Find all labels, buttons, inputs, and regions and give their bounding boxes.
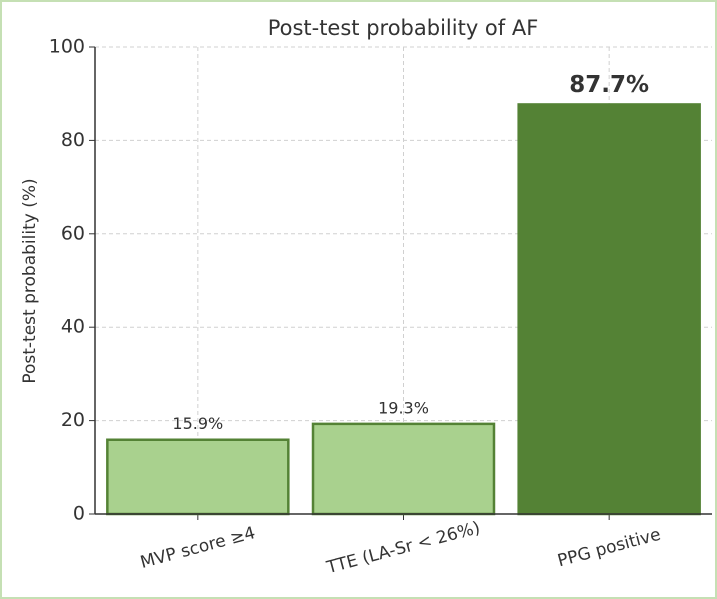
value-label: 19.3% <box>378 398 429 417</box>
y-tick-label: 100 <box>49 36 85 58</box>
y-tick-label: 40 <box>61 316 85 338</box>
value-label: 15.9% <box>172 414 223 433</box>
y-axis-label: Post-test probability (%) <box>20 178 40 383</box>
y-tick-label: 0 <box>73 503 85 525</box>
y-tick-label: 80 <box>61 129 85 151</box>
bar <box>311 422 496 516</box>
y-tick-label: 20 <box>61 409 85 431</box>
y-tick-label: 60 <box>61 222 85 244</box>
bar <box>517 103 701 516</box>
value-label: 87.7% <box>569 72 649 98</box>
chart-title: Post-test probability of AF <box>268 16 539 40</box>
bar <box>106 438 290 516</box>
